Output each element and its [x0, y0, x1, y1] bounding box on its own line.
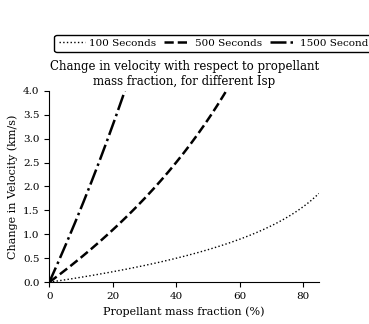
- 500 Seconds: [224, 89, 228, 93]
- 500 Seconds: [47, 280, 52, 284]
- 1500 Seconds: [109, 128, 113, 132]
- 500 Seconds: [117, 222, 122, 226]
- 1500 Seconds: [82, 198, 87, 202]
- 1500 Seconds: [123, 89, 127, 93]
- 100 Seconds: [262, 227, 266, 231]
- X-axis label: Propellant mass fraction (%): Propellant mass fraction (%): [103, 307, 265, 317]
- 500 Seconds: [117, 222, 121, 226]
- 1500 Seconds: [89, 179, 94, 183]
- 100 Seconds: [75, 276, 79, 280]
- 100 Seconds: [257, 229, 262, 233]
- Title: Change in velocity with respect to propellant
mass fraction, for different Isp: Change in velocity with respect to prope…: [50, 60, 319, 88]
- 500 Seconds: [212, 109, 216, 112]
- 1500 Seconds: [63, 243, 68, 247]
- 500 Seconds: [125, 214, 130, 217]
- Line: 100 Seconds: 100 Seconds: [49, 193, 319, 282]
- 100 Seconds: [232, 239, 237, 243]
- 100 Seconds: [317, 191, 321, 195]
- Y-axis label: Change in Velocity (km/s): Change in Velocity (km/s): [7, 114, 17, 259]
- Line: 500 Seconds: 500 Seconds: [49, 91, 226, 282]
- 500 Seconds: [223, 90, 228, 94]
- 100 Seconds: [47, 280, 52, 284]
- Line: 1500 Seconds: 1500 Seconds: [49, 91, 125, 282]
- 1500 Seconds: [50, 274, 55, 278]
- Legend: 100 Seconds, 500 Seconds, 1500 Seconds: 100 Seconds, 500 Seconds, 1500 Seconds: [55, 35, 369, 52]
- 100 Seconds: [156, 260, 161, 264]
- 1500 Seconds: [47, 280, 52, 284]
- 1500 Seconds: [108, 129, 113, 133]
- 500 Seconds: [135, 205, 139, 209]
- 100 Seconds: [166, 258, 170, 262]
